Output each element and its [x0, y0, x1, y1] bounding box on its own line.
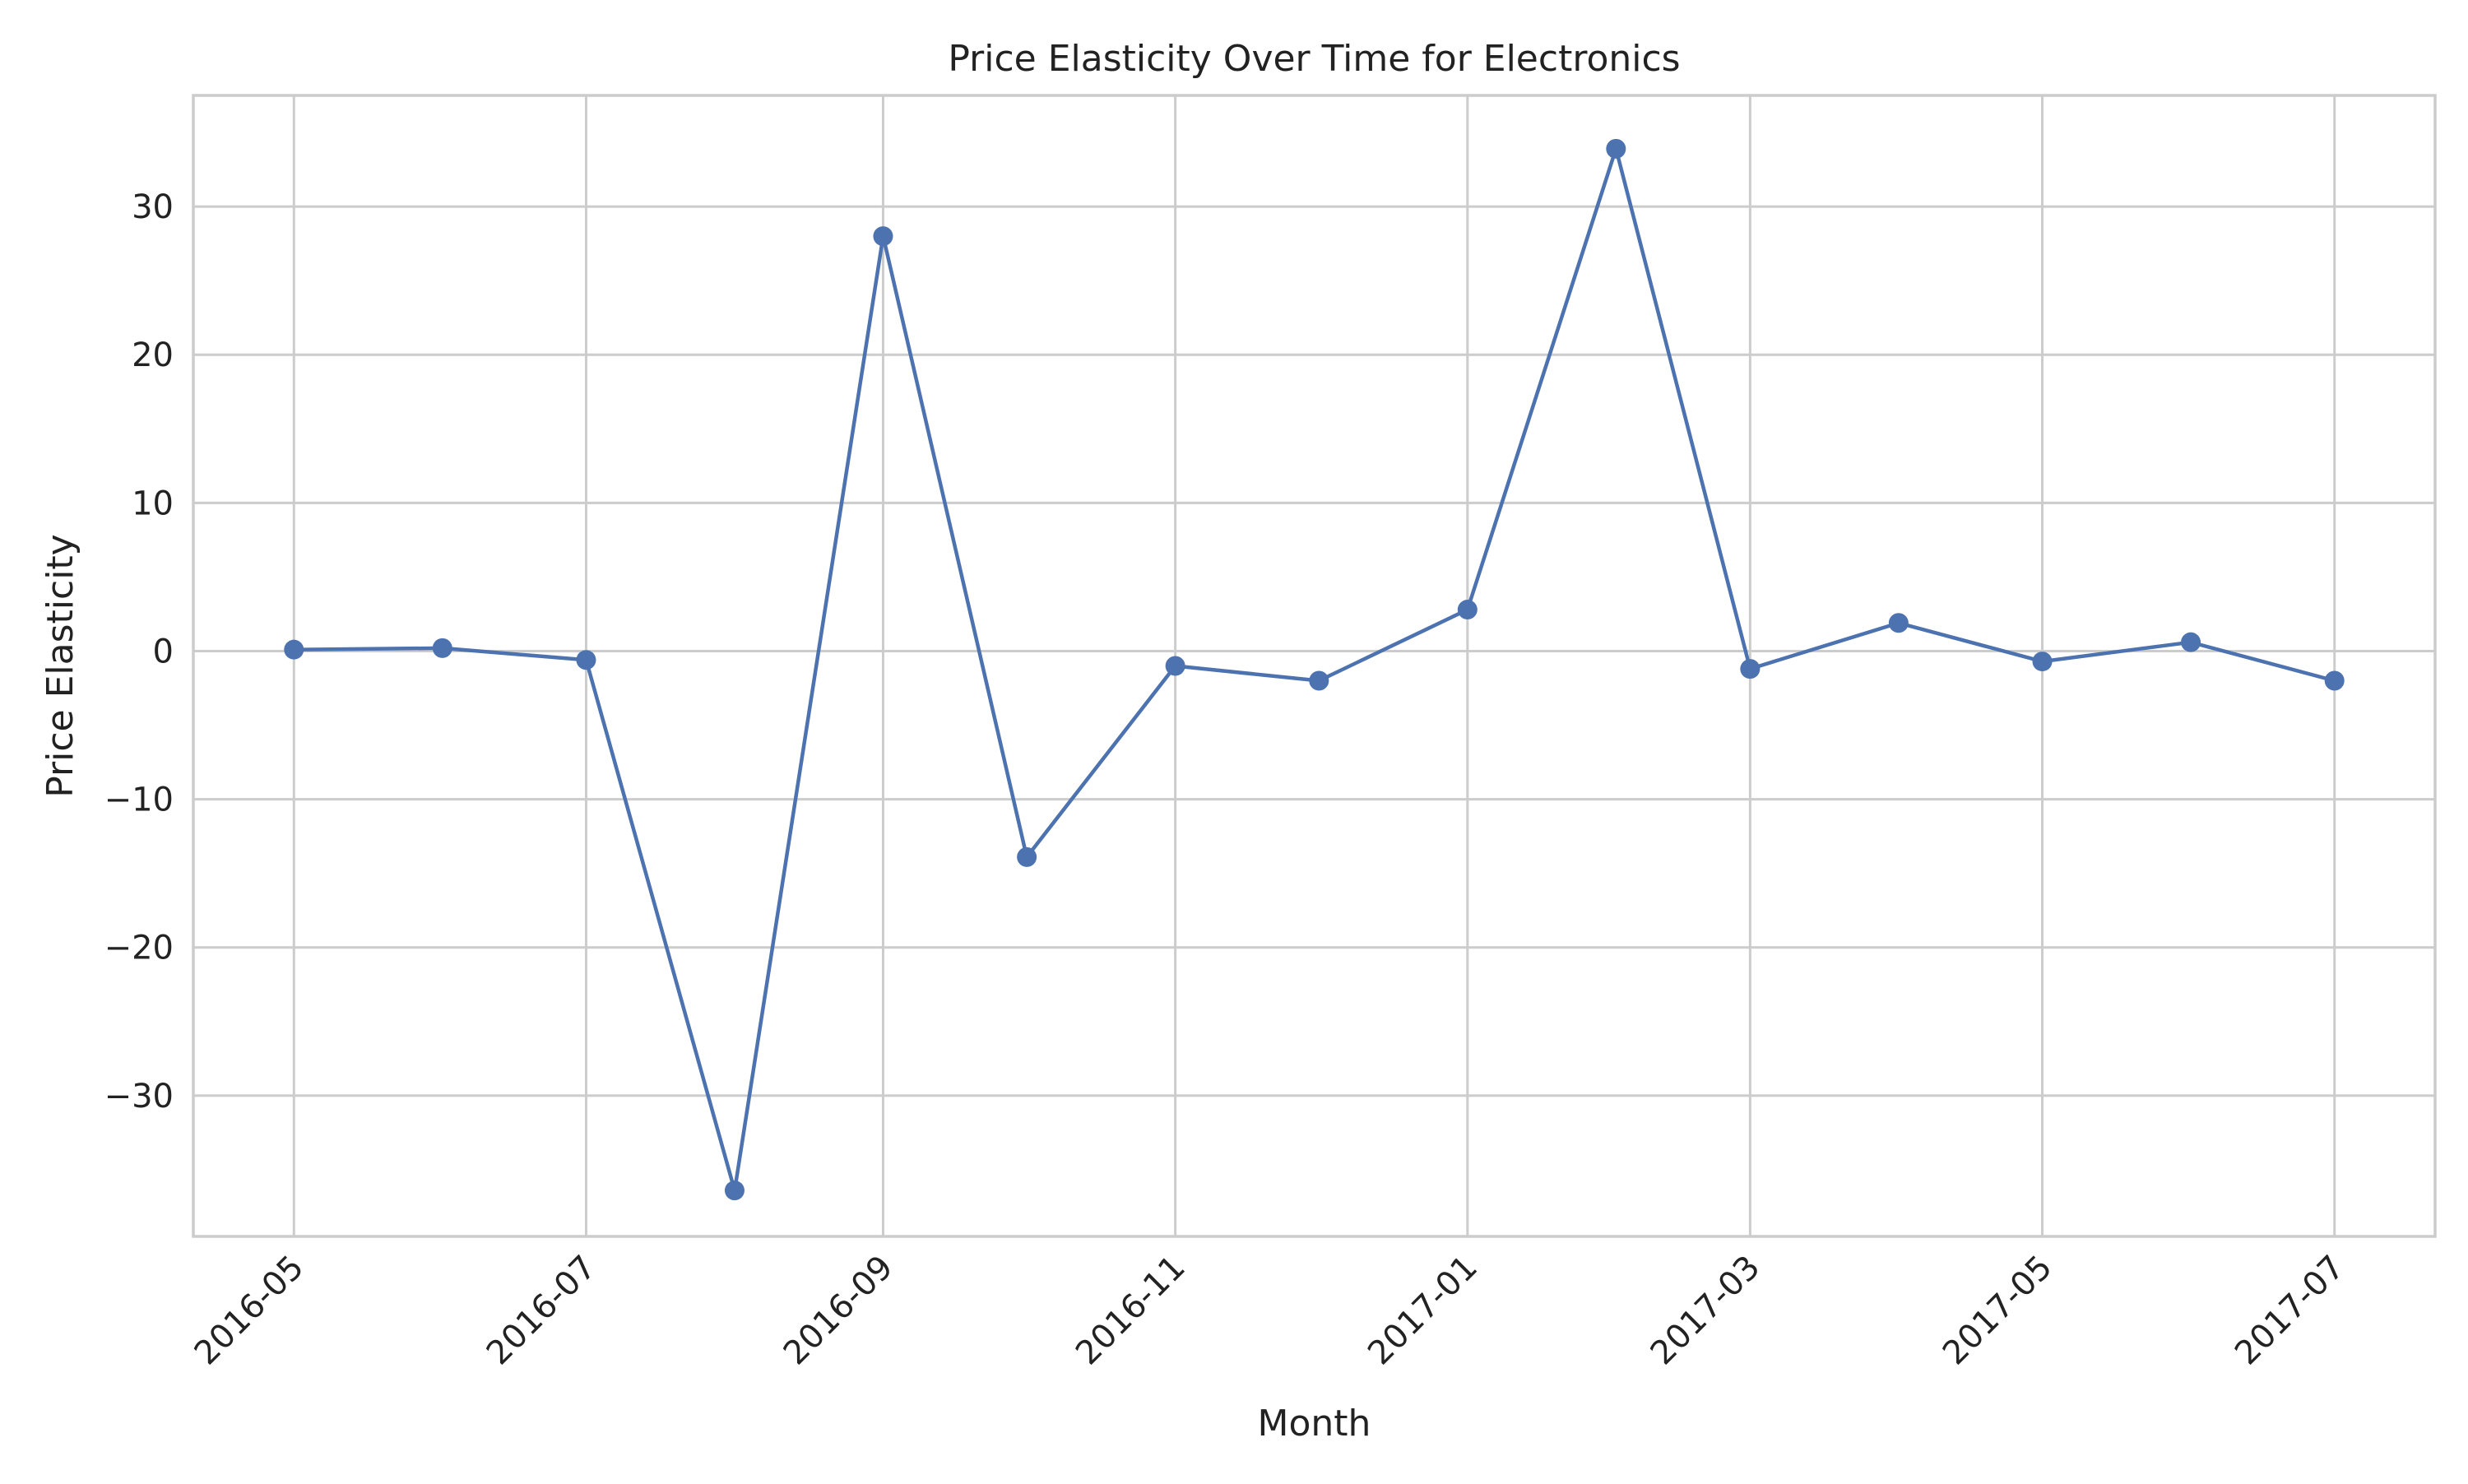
x-tick-label: 2016-07 — [480, 1249, 604, 1373]
data-point — [576, 650, 596, 670]
y-tick-label: −20 — [104, 930, 174, 967]
data-point — [724, 1180, 745, 1201]
chart-title: Price Elasticity Over Time for Electroni… — [948, 38, 1680, 80]
data-point — [873, 226, 893, 247]
series-line — [294, 146, 2336, 1193]
x-tick-label: 2017-03 — [1644, 1249, 1768, 1373]
data-point — [2324, 670, 2345, 691]
y-axis-label: Price Elasticity — [39, 534, 81, 797]
x-tick-label: 2017-05 — [1936, 1249, 2060, 1373]
y-tick-label: 0 — [153, 633, 174, 670]
x-tick-label: 2017-01 — [1361, 1249, 1485, 1373]
data-point — [1606, 138, 1626, 159]
data-point — [2181, 632, 2201, 652]
y-tick-label: −30 — [104, 1078, 174, 1115]
y-tick-labels: −30 −20 −10 0 10 20 30 — [104, 188, 174, 1115]
x-tick-label: 2016-11 — [1069, 1249, 1193, 1373]
data-point — [1740, 659, 1761, 679]
y-tick-label: 10 — [132, 485, 174, 522]
plot-area-frame — [192, 94, 2437, 1238]
data-point — [284, 639, 304, 660]
grid — [193, 95, 2435, 1236]
data-point — [1017, 846, 1037, 867]
data-point — [432, 638, 452, 658]
y-tick-label: 20 — [132, 336, 174, 374]
x-tick-label: 2017-07 — [2228, 1249, 2352, 1373]
data-point — [1888, 613, 1909, 633]
x-tick-label: 2016-05 — [188, 1249, 312, 1373]
x-tick-labels: 2016-05 2016-07 2016-09 2016-11 2017-01 2017-… — [188, 1249, 2352, 1373]
y-tick-label: −10 — [104, 781, 174, 819]
data-point — [2032, 652, 2053, 672]
data-point — [1309, 670, 1329, 691]
y-tick-label: 30 — [132, 188, 174, 226]
data-point — [1457, 600, 1478, 620]
x-axis-label: Month — [1258, 1403, 1371, 1445]
data-point — [1165, 656, 1185, 676]
series-layer — [284, 138, 2345, 1201]
x-tick-label: 2016-09 — [777, 1249, 901, 1373]
